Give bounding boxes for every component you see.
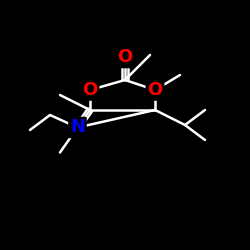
Text: O: O bbox=[82, 81, 98, 99]
Text: O: O bbox=[148, 81, 162, 99]
Text: O: O bbox=[118, 48, 132, 66]
Text: N: N bbox=[70, 118, 85, 136]
